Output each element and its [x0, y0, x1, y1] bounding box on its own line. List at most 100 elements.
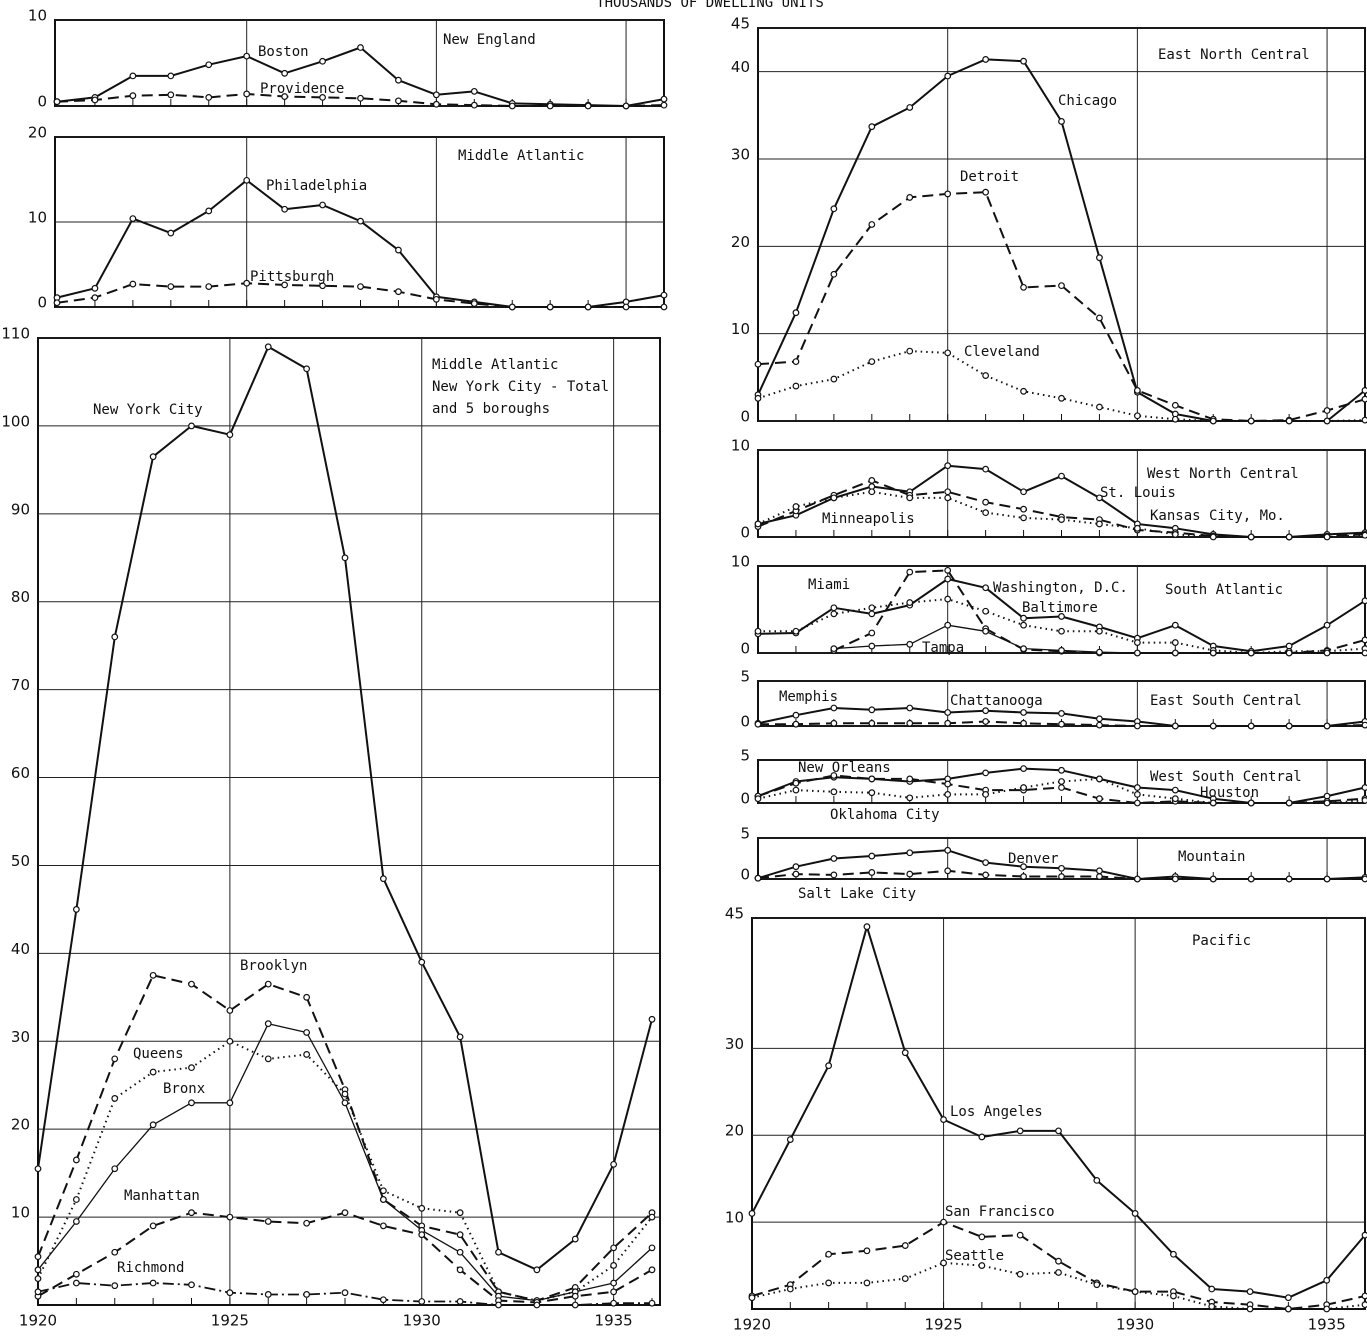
data-point — [1171, 621, 1179, 629]
data-point — [72, 1156, 80, 1164]
data-point — [610, 1160, 618, 1168]
data-point — [111, 1165, 119, 1173]
data-point — [1058, 118, 1065, 125]
data-point — [1247, 649, 1255, 657]
data-point — [978, 1233, 986, 1241]
data-point — [1131, 1288, 1139, 1296]
series-label: Brooklyn — [240, 958, 307, 974]
data-point — [982, 509, 990, 517]
data-point — [1247, 875, 1255, 883]
data-point — [1171, 722, 1179, 730]
data-point — [1171, 875, 1179, 883]
data-point — [1096, 648, 1103, 656]
data-point — [1020, 57, 1027, 65]
data-point — [868, 477, 876, 484]
data-point — [357, 44, 364, 51]
series-label: Miami — [808, 577, 850, 593]
data-point — [111, 1055, 119, 1063]
data-point — [1323, 799, 1331, 807]
series-label: Denver — [1008, 851, 1059, 867]
data-point — [470, 300, 478, 308]
panel-frame — [37, 337, 661, 1306]
data-point — [357, 283, 364, 291]
data-point — [1096, 254, 1103, 262]
data-point — [1323, 407, 1331, 414]
data-point — [610, 1262, 618, 1269]
data-point — [825, 1062, 833, 1070]
y-tick-label: 0 — [37, 294, 47, 312]
data-point — [149, 453, 157, 461]
data-point — [1133, 524, 1141, 532]
data-point — [830, 205, 838, 213]
data-point — [906, 104, 914, 111]
data-point — [1247, 533, 1255, 541]
data-point — [129, 72, 137, 80]
data-point — [754, 874, 762, 882]
data-point — [1133, 799, 1141, 807]
data-point — [906, 194, 914, 201]
data-point — [226, 1099, 234, 1107]
series-label: Manhattan — [124, 1188, 200, 1204]
series-label: Boston — [258, 44, 309, 60]
data-point — [1058, 646, 1065, 654]
data-point — [830, 704, 838, 712]
data-point — [906, 775, 914, 783]
data-point — [868, 358, 876, 366]
y-tick-label: 10 — [11, 1204, 30, 1222]
series-line — [37, 345, 653, 1271]
data-point — [456, 1298, 464, 1305]
data-point — [982, 498, 990, 506]
data-point — [1096, 520, 1103, 528]
y-tick-label: 10 — [28, 7, 47, 25]
data-point — [982, 465, 990, 473]
data-point — [830, 375, 838, 383]
data-point — [1361, 387, 1367, 394]
chart-title: THOUSANDS OF DWELLING UNITS — [596, 0, 824, 11]
data-point — [1285, 533, 1293, 541]
y-tick-label: 30 — [731, 146, 750, 164]
data-point — [1133, 784, 1141, 791]
data-point — [868, 221, 876, 228]
data-point — [1133, 387, 1141, 394]
data-point — [754, 360, 762, 368]
data-point — [495, 1301, 502, 1309]
data-point — [546, 102, 554, 110]
data-point — [1096, 715, 1103, 723]
series-line — [37, 974, 653, 1302]
data-point — [379, 875, 387, 883]
data-point — [1284, 1305, 1292, 1313]
data-point — [264, 980, 272, 988]
data-point — [1323, 722, 1331, 730]
series-line — [757, 58, 1366, 422]
data-point — [1285, 875, 1293, 883]
data-point — [111, 1095, 119, 1102]
data-point — [72, 1270, 80, 1278]
data-point — [748, 1294, 756, 1302]
data-point — [149, 1068, 157, 1076]
series-label: Tampa — [922, 640, 964, 656]
data-point — [1096, 721, 1103, 729]
data-point — [418, 1204, 426, 1212]
data-point — [982, 871, 990, 879]
data-point — [379, 1296, 387, 1304]
data-point — [622, 102, 630, 110]
data-point — [418, 958, 426, 966]
data-point — [188, 1099, 195, 1107]
y-tick-label: 70 — [11, 676, 30, 694]
y-tick-label: 60 — [11, 764, 30, 782]
data-point — [1361, 1231, 1367, 1239]
data-point — [357, 94, 364, 102]
data-point — [1285, 649, 1293, 657]
data-point — [610, 1279, 618, 1287]
data-point — [982, 627, 990, 635]
data-point — [868, 629, 876, 637]
data-point — [34, 1165, 42, 1173]
data-point — [982, 607, 990, 615]
data-point — [944, 349, 952, 357]
data-point — [1020, 863, 1027, 871]
series-line — [751, 925, 1366, 1299]
data-point — [432, 100, 440, 108]
data-point — [1247, 722, 1255, 730]
data-point — [1209, 799, 1217, 807]
